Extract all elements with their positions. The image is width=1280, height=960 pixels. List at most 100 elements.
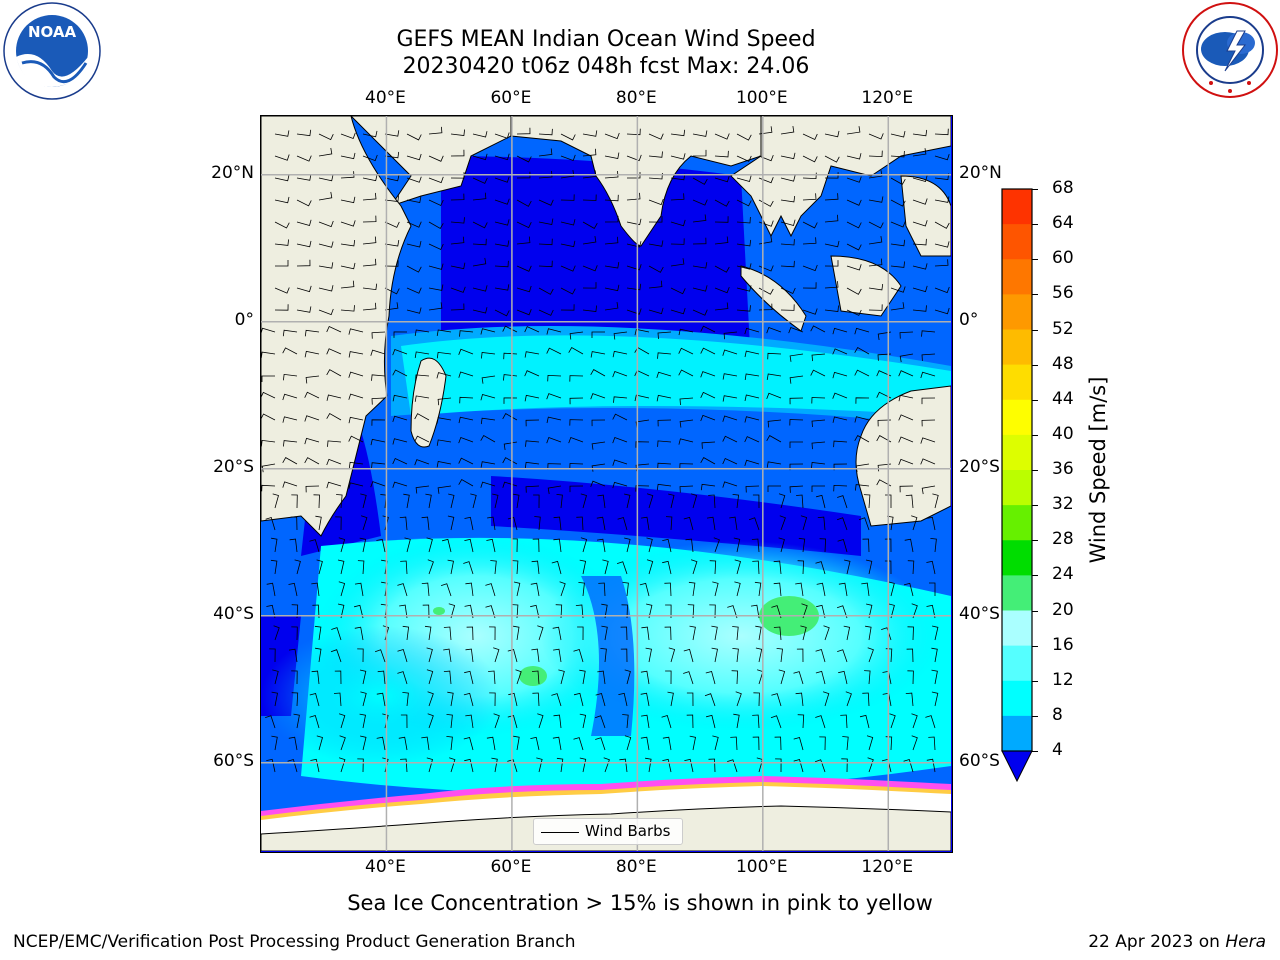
- wind-barb: [714, 236, 729, 245]
- lon-tick-top: 40°E: [365, 88, 406, 108]
- wind-barb: [546, 393, 562, 400]
- wind-barb: [912, 220, 928, 227]
- wind-barb: [670, 153, 686, 160]
- wind-barb: [686, 692, 694, 707]
- wind-barb: [538, 170, 553, 179]
- wind-barb: [854, 435, 870, 443]
- wind-barb: [261, 413, 276, 421]
- wind-barb: [846, 176, 862, 183]
- wind-barb: [789, 353, 804, 362]
- wind-barb: [626, 308, 642, 315]
- wind-barb: [492, 493, 499, 509]
- wind-barb: [428, 263, 444, 270]
- lon-tick-top: 80°E: [615, 88, 657, 108]
- wind-barb: [854, 346, 870, 355]
- wind-barb: [846, 287, 862, 295]
- wind-barb: [767, 419, 782, 428]
- wind-barb: [657, 352, 672, 359]
- wind-barb: [414, 413, 430, 421]
- wind-barb: [766, 435, 782, 443]
- wind-barb: [340, 196, 356, 204]
- wind-barb: [597, 670, 606, 685]
- wind-barb: [568, 436, 584, 444]
- wind-barb: [832, 348, 848, 355]
- wind-barb: [591, 331, 605, 338]
- wind-barb: [814, 759, 826, 773]
- wind-barb: [398, 736, 408, 751]
- wind-barb: [734, 559, 741, 575]
- wind-barb: [339, 735, 346, 751]
- wind-barb: [458, 348, 474, 355]
- wind-barb: [889, 713, 896, 729]
- wind-barb: [354, 626, 364, 641]
- map-panel[interactable]: Wind Barbs: [260, 115, 953, 853]
- wind-barb: [318, 241, 334, 248]
- wind-barb: [810, 369, 826, 377]
- wind-barb: [546, 436, 562, 444]
- wind-barb: [399, 604, 408, 619]
- wind-barb: [274, 287, 290, 294]
- wind-barb: [392, 394, 408, 402]
- wind-barb: [855, 397, 870, 404]
- wind-barb: [700, 325, 716, 333]
- wind-barb: [274, 304, 289, 311]
- wind-barb: [480, 328, 496, 335]
- wind-barb: [912, 129, 928, 137]
- colorbar-extend-arrow: [1001, 750, 1033, 783]
- wind-barb: [480, 434, 496, 443]
- wind-barb: [744, 327, 760, 335]
- wind-barb: [414, 459, 430, 466]
- wind-barb: [406, 265, 422, 273]
- wind-barb: [421, 736, 430, 751]
- wind-barb: [426, 757, 433, 773]
- wind-barb: [326, 458, 342, 466]
- colorbar-tick-label: 60: [1052, 248, 1074, 269]
- wind-barb: [400, 758, 408, 773]
- colorbar-tick: [1032, 434, 1038, 436]
- wind-barb: [925, 715, 936, 729]
- wind-barb: [318, 220, 334, 228]
- wind-barb: [705, 671, 716, 685]
- wind-barb: [560, 133, 576, 141]
- wind-barb: [507, 516, 518, 531]
- wind-barb: [846, 199, 862, 206]
- wind-barb: [503, 441, 518, 451]
- wind-barb: [362, 192, 377, 201]
- wind-barb: [485, 583, 496, 597]
- wind-barb: [591, 419, 606, 427]
- wind-barb: [640, 736, 650, 751]
- wind-barb: [811, 397, 826, 404]
- colorbar-tick-label: 24: [1052, 564, 1074, 585]
- wind-barb: [816, 494, 826, 509]
- wind-barb: [708, 758, 716, 773]
- wind-barb: [436, 439, 452, 446]
- wind-barb: [569, 375, 584, 382]
- wind-barb: [678, 328, 694, 336]
- wind-barb: [700, 414, 716, 422]
- wind-barb: [532, 692, 540, 707]
- wind-barb: [406, 196, 422, 203]
- wind-barb: [934, 128, 949, 136]
- wind-barb: [645, 647, 652, 663]
- wind-barb: [573, 737, 584, 751]
- wind-barb: [362, 302, 377, 311]
- wind-barb: [397, 583, 408, 597]
- wind-barb: [384, 174, 400, 182]
- wind-barb: [687, 604, 695, 619]
- footer-date-text: 22 Apr 2023 on: [1088, 932, 1226, 952]
- wind-barb: [449, 757, 456, 773]
- wind-barb: [824, 214, 839, 223]
- wind-barb: [486, 538, 496, 553]
- wind-barb: [780, 195, 796, 203]
- wind-barb: [293, 713, 300, 729]
- wind-barb: [374, 649, 386, 663]
- wind-barb: [450, 262, 466, 270]
- wind-barb: [612, 436, 628, 444]
- wind-barb: [670, 129, 686, 137]
- wind-barb: [376, 736, 386, 751]
- wind-barb: [463, 561, 474, 575]
- wind-barb: [683, 671, 694, 685]
- wind-barb: [934, 259, 949, 267]
- wind-barb: [376, 692, 386, 707]
- wind-barb: [661, 715, 672, 729]
